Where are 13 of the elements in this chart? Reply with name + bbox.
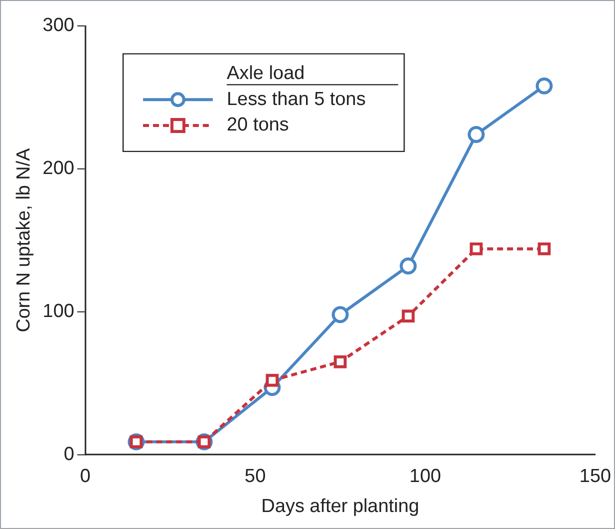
x-tick-label: 150	[579, 466, 612, 488]
x-tick-label: 50	[244, 466, 266, 488]
y-axis-title: Corn N uptake, lb N/A	[14, 148, 35, 332]
y-tick-label: 0	[64, 444, 74, 465]
y-tick-label: 200	[42, 158, 74, 180]
legend-label: 20 tons	[226, 114, 289, 136]
y-tick-label: 300	[42, 15, 74, 36]
x-tick-label: 0	[80, 466, 90, 488]
legend-title: Axle load	[226, 62, 305, 84]
legend-label: Less than 5 tons	[226, 88, 366, 110]
x-axis-title: Days after planting	[261, 496, 420, 517]
x-tick-label: 100	[409, 466, 442, 488]
y-tick-label: 100	[42, 300, 74, 322]
